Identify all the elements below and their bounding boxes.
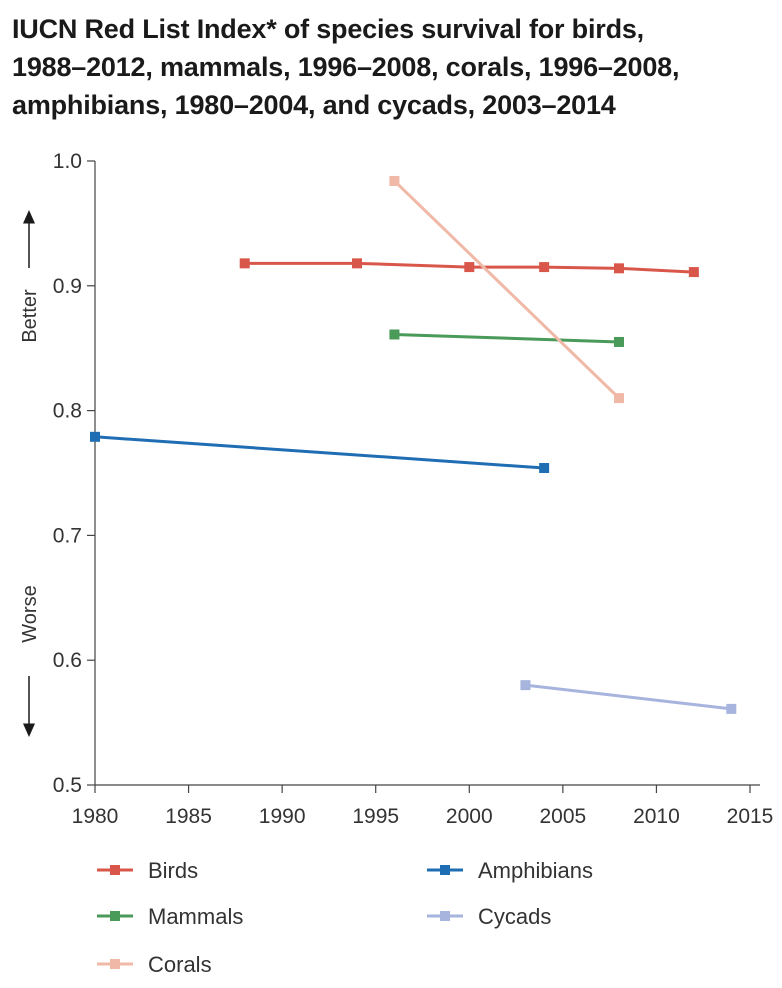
x-tick-label: 1990 xyxy=(259,805,306,828)
legend-item-corals: Corals xyxy=(97,952,212,977)
legend-item-amphibians: Amphibians xyxy=(427,858,593,883)
y-tick-label: 0.7 xyxy=(53,524,82,547)
legend-label: Corals xyxy=(148,952,212,977)
data-point-birds xyxy=(464,262,475,273)
worse-label: Worse xyxy=(19,585,41,642)
series-mammals xyxy=(389,329,624,347)
chart-title-line-3: amphibians, 1980–2004, and cycads, 2003–… xyxy=(12,90,616,120)
x-tick-label: 2005 xyxy=(539,805,586,828)
chart-title: IUCN Red List Index* of species survival… xyxy=(12,10,772,124)
series-line-mammals xyxy=(394,332,620,344)
legend-swatch-marker xyxy=(110,959,120,969)
side-annotations: Better Worse xyxy=(19,210,41,737)
legend-item-birds: Birds xyxy=(97,858,198,883)
x-tick-label: 1995 xyxy=(352,805,399,828)
legend-swatch-marker xyxy=(440,865,450,875)
series-cycads xyxy=(520,680,737,714)
legend-label: Amphibians xyxy=(478,858,593,883)
series-corals xyxy=(389,175,624,404)
data-point-corals xyxy=(389,175,400,186)
series-amphibians xyxy=(90,431,550,474)
data-point-mammals xyxy=(614,336,624,347)
x-tick-label: 2000 xyxy=(446,805,493,828)
legend-label: Cycads xyxy=(478,904,551,929)
data-point-birds xyxy=(352,258,362,269)
data-point-birds xyxy=(239,258,250,269)
legend-swatch-marker xyxy=(110,911,120,921)
legend-label: Mammals xyxy=(148,904,243,929)
series-line-cycads xyxy=(525,683,732,711)
series-line-birds xyxy=(244,261,694,274)
y-tick-label: 0.9 xyxy=(53,275,82,298)
data-point-birds xyxy=(539,262,550,273)
y-tick-label: 0.5 xyxy=(53,774,82,797)
x-tick-label: 2010 xyxy=(633,805,680,828)
data-point-corals xyxy=(614,393,624,404)
data-point-mammals xyxy=(389,329,400,340)
legend-swatch-marker xyxy=(440,911,450,921)
y-tick-label: 0.8 xyxy=(53,400,82,423)
legend-swatch-marker xyxy=(110,865,120,875)
legend: Birds Mammals Corals Amphibians Cycads xyxy=(97,858,593,977)
better-label: Better xyxy=(19,289,41,343)
data-point-cycads xyxy=(726,703,737,714)
data-point-birds xyxy=(614,263,624,274)
data-point-cycads xyxy=(520,680,531,691)
legend-item-cycads: Cycads xyxy=(427,904,551,929)
series-line-amphibians xyxy=(94,435,545,470)
x-ticks: 1980 1985 1990 1995 2000 2005 2010 2015 xyxy=(72,785,774,828)
legend-item-mammals: Mammals xyxy=(97,904,243,929)
data-point-amphibians xyxy=(90,431,100,442)
series-birds xyxy=(239,258,699,278)
series-line-corals xyxy=(393,179,621,400)
data-point-birds xyxy=(688,267,699,278)
y-tick-label: 0.6 xyxy=(53,649,82,672)
x-tick-label: 1980 xyxy=(72,805,119,828)
chart-title-line-2: 1988–2012, mammals, 1996–2008, corals, 1… xyxy=(12,52,680,82)
data-point-amphibians xyxy=(539,463,550,474)
y-tick-label: 1.0 xyxy=(53,150,82,173)
x-tick-label: 1985 xyxy=(165,805,212,828)
y-ticks: 0.5 0.6 0.7 0.8 0.9 1.0 xyxy=(53,150,95,797)
x-tick-label: 2015 xyxy=(727,805,774,828)
legend-label: Birds xyxy=(148,858,198,883)
axes xyxy=(94,161,760,786)
plot-series xyxy=(90,175,737,714)
chart-title-line-1: IUCN Red List Index* of species survival… xyxy=(12,14,644,44)
